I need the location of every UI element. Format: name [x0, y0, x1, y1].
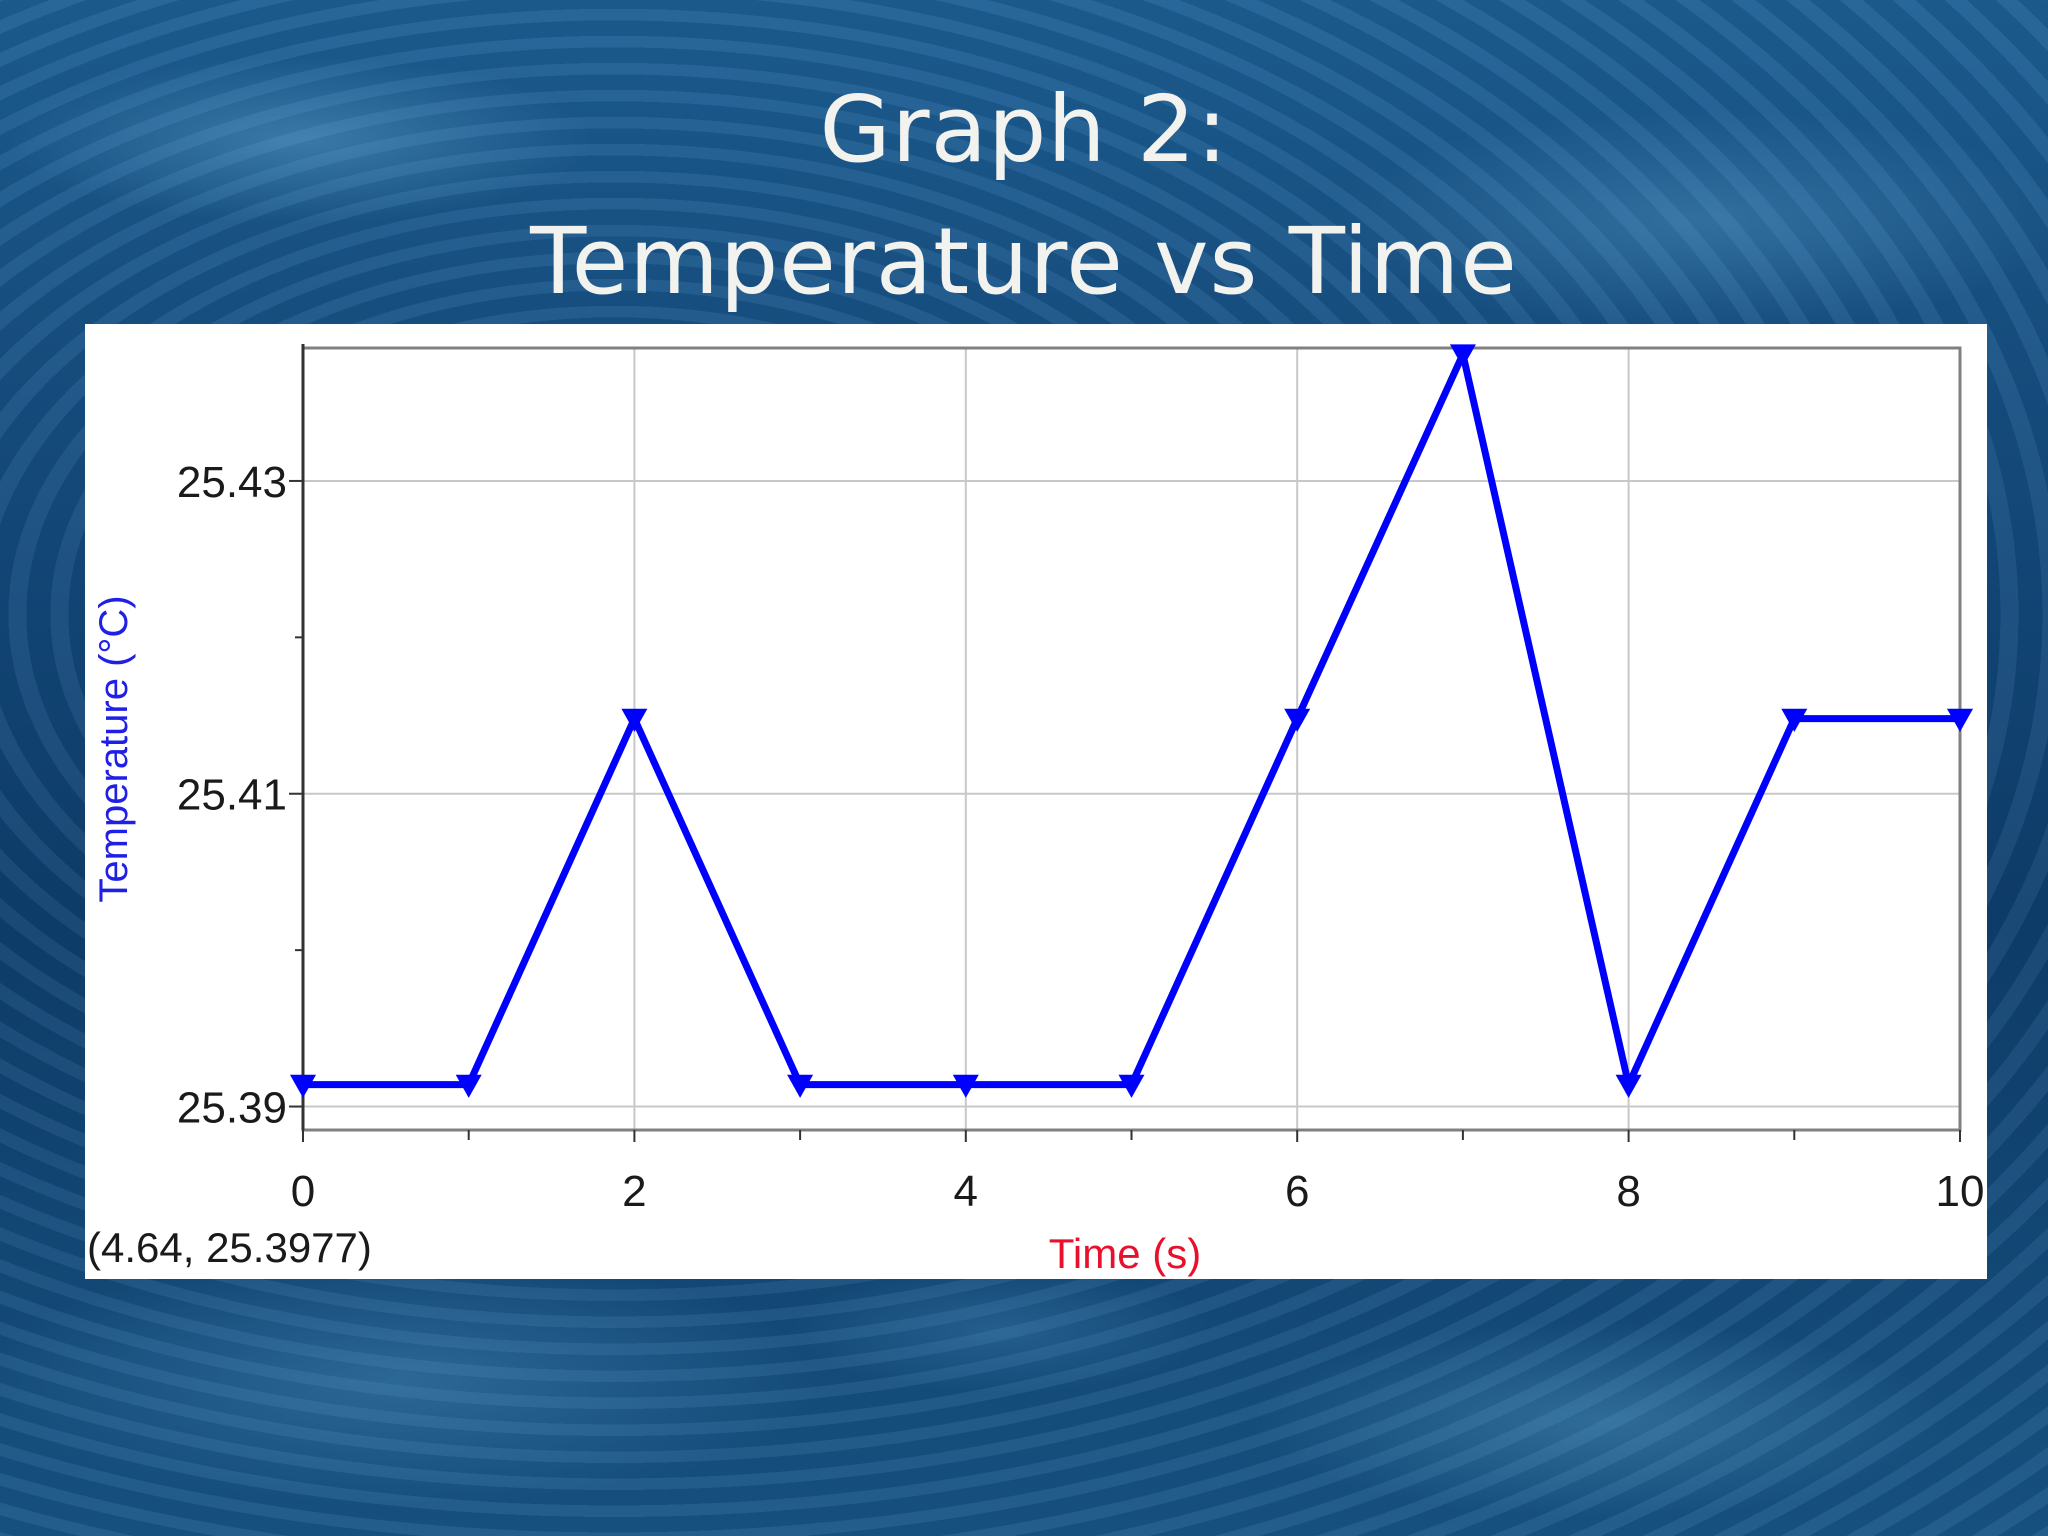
data-point-marker: [1118, 1074, 1145, 1098]
slide-title-line-1: Graph 2:: [819, 76, 1229, 183]
y-axis-title: Temperature (°C): [92, 595, 136, 902]
x-tick-label: 2: [622, 1167, 646, 1216]
data-point-marker: [1284, 708, 1311, 732]
grid-layer: [303, 348, 1960, 1130]
data-point-marker: [1615, 1074, 1642, 1098]
data-point-marker: [787, 1074, 814, 1098]
cursor-readout: (4.64, 25.3977): [87, 1224, 372, 1271]
y-tick-label: 25.43: [177, 458, 287, 507]
data-point-marker: [1947, 708, 1973, 732]
x-axis-title: Time (s): [1049, 1230, 1201, 1277]
x-tick-label: 8: [1616, 1167, 1640, 1216]
series-layer: [290, 344, 1973, 1098]
data-point-marker: [1781, 708, 1808, 732]
x-tick-label: 4: [954, 1167, 978, 1216]
slide-title-line-2: Temperature vs Time: [530, 208, 1518, 315]
tick-layer: 0 2 4 6 8 10 25.39 25.41 25.43: [177, 344, 1985, 1216]
x-tick-label: 10: [1936, 1167, 1985, 1216]
data-point-marker: [952, 1074, 979, 1098]
x-tick-label: 6: [1285, 1167, 1309, 1216]
series-line: [303, 350, 1960, 1089]
data-point-marker: [455, 1074, 482, 1098]
data-point-marker: [1449, 344, 1476, 368]
y-tick-label: 25.39: [177, 1084, 287, 1133]
chart-panel: 0 2 4 6 8 10 25.39 25.41 25.43 Temperature (°C) …: [85, 324, 1987, 1279]
slide-title: Graph 2: Temperature vs Time: [0, 64, 2048, 328]
plot-frame: [301, 346, 1962, 1132]
y-tick-label: 25.41: [177, 771, 287, 820]
data-point-marker: [621, 708, 648, 732]
x-tick-label: 0: [291, 1167, 315, 1216]
data-point-marker: [290, 1074, 316, 1098]
